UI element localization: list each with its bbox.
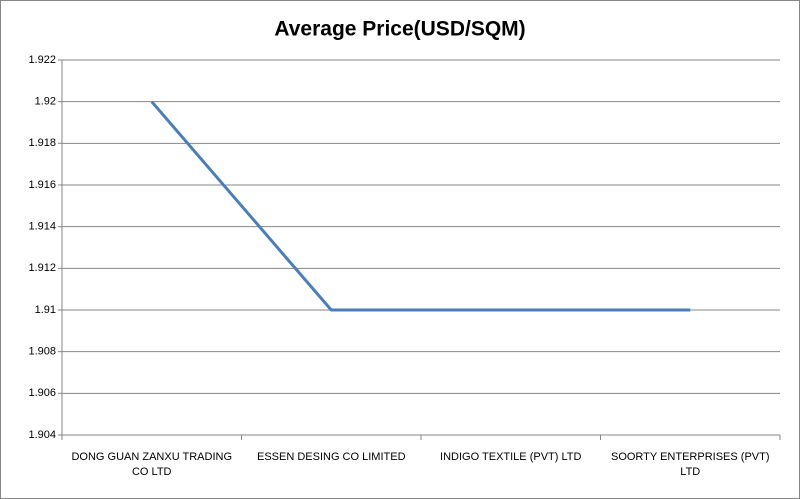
x-tick-label: DONG GUAN ZANXU TRADING CO LTD [71,451,233,478]
x-tick-label: INDIGO TEXTILE (PVT) LTD [440,451,582,463]
y-tick-label: 1.904 [28,429,56,441]
y-tick-label: 1.912 [28,262,56,274]
data-line [150,100,691,312]
x-tick-label: SOORTY ENTERPRISES (PVT) LTD [610,451,770,478]
y-tick-label: 1.92 [35,96,56,108]
y-tick-label: 1.922 [28,54,56,66]
chart-title: Average Price(USD/SQM) [274,18,525,41]
y-tick-label: 1.91 [35,304,56,316]
y-tick-label: 1.916 [28,179,56,191]
y-tick-label: 1.918 [28,137,56,149]
y-tick-label: 1.914 [28,221,56,233]
y-tick-label: 1.908 [28,346,56,358]
x-tick-label: ESSEN DESING CO LIMITED [256,451,406,463]
y-tick-label: 1.906 [28,387,56,399]
